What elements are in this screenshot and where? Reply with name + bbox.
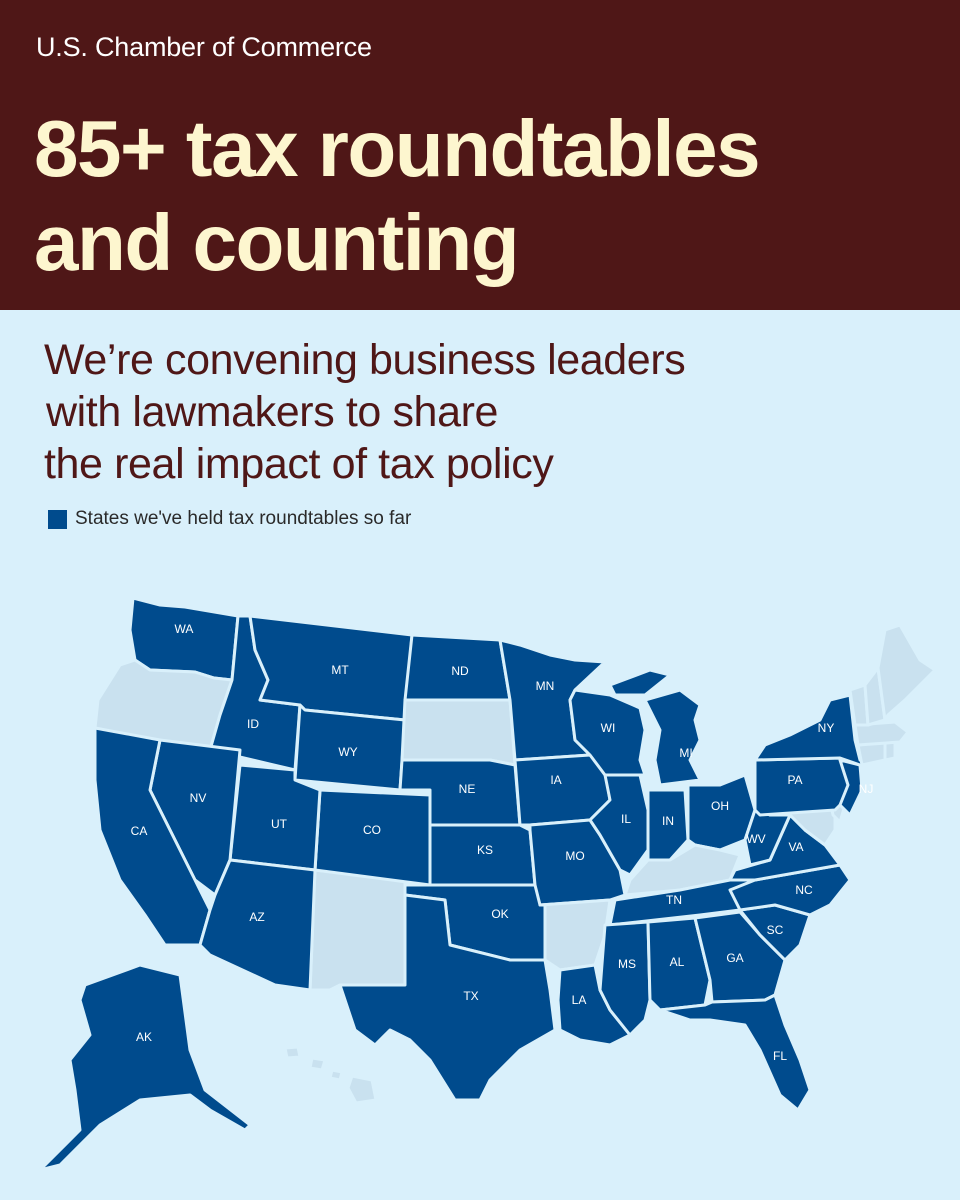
- state-label-mi: MI: [679, 746, 692, 760]
- state-label-ok: OK: [491, 907, 508, 921]
- state-sd: [400, 698, 517, 767]
- state-label-al: AL: [670, 955, 685, 969]
- state-label-ks: KS: [477, 843, 493, 857]
- state-label-fl: FL: [773, 1049, 787, 1063]
- state-label-tn: TN: [666, 893, 682, 907]
- legend-swatch: [48, 509, 67, 529]
- subheading-line-1: We’re convening business leaders: [44, 336, 686, 384]
- state-label-nd: ND: [451, 664, 469, 678]
- state-label-oh: OH: [711, 799, 729, 813]
- state-hi: [283, 1045, 378, 1105]
- us-states-map: WA MT ND MN ID WI MI NY WY NV CA UT CO NE IA IL IN OH PA NJ…: [38, 596, 937, 1172]
- state-label-in: IN: [662, 814, 674, 828]
- state-co: [313, 788, 432, 887]
- state-label-il: IL: [621, 812, 631, 826]
- state-label-az: AZ: [249, 910, 264, 924]
- state-ak: [38, 963, 252, 1172]
- state-label-ny: NY: [818, 721, 835, 735]
- state-label-wa: WA: [175, 622, 194, 636]
- state-label-ut: UT: [271, 817, 288, 831]
- header-banner: U.S. Chamber of Commerce 85+ tax roundta…: [0, 0, 960, 310]
- state-label-ca: CA: [131, 824, 148, 838]
- state-label-va: VA: [788, 840, 803, 854]
- state-label-ga: GA: [726, 951, 743, 965]
- headline-line-1: 85+ tax roundtables: [34, 104, 761, 193]
- state-label-id: ID: [247, 717, 259, 731]
- state-label-sc: SC: [767, 923, 784, 937]
- state-wi: [568, 688, 647, 777]
- state-la: [556, 963, 632, 1047]
- state-label-ak: AK: [136, 1030, 152, 1044]
- state-nm: [308, 868, 407, 992]
- subheading-line-3: the real impact of tax policy: [44, 440, 554, 488]
- state-fl: [658, 993, 812, 1112]
- state-label-nj: NJ: [859, 782, 874, 796]
- state-label-mo: MO: [565, 849, 584, 863]
- state-ri: [883, 740, 897, 762]
- state-il: [588, 773, 650, 877]
- state-ar: [538, 898, 612, 972]
- organization-name: U.S. Chamber of Commerce: [36, 32, 372, 62]
- subheading: We’re convening business leaders with la…: [44, 334, 924, 490]
- state-label-mn: MN: [536, 679, 555, 693]
- state-label-wi: WI: [601, 721, 616, 735]
- state-label-mt: MT: [331, 663, 349, 677]
- state-label-pa: PA: [787, 773, 802, 787]
- subheading-line-2: with lawmakers to share: [46, 388, 499, 436]
- state-me: [876, 623, 937, 722]
- headline: 85+ tax roundtables and counting: [34, 102, 934, 290]
- state-label-ne: NE: [459, 782, 476, 796]
- headline-line-2: and counting: [34, 198, 520, 287]
- state-ma: [853, 720, 910, 747]
- state-wy: [293, 703, 407, 792]
- legend-label: States we've held tax roundtables so far: [75, 508, 412, 529]
- state-label-wv: WV: [746, 832, 765, 846]
- state-az: [198, 858, 317, 992]
- state-tx: [338, 893, 557, 1102]
- state-ca: [93, 726, 212, 947]
- state-mi: [608, 668, 702, 787]
- state-label-ms: MS: [618, 957, 636, 971]
- state-label-tx: TX: [463, 989, 478, 1003]
- state-label-nv: NV: [190, 791, 207, 805]
- state-label-wy: WY: [338, 745, 357, 759]
- state-label-ia: IA: [550, 773, 561, 787]
- state-label-la: LA: [572, 993, 587, 1007]
- state-label-nc: NC: [795, 883, 813, 897]
- legend: States we've held tax roundtables so far: [48, 508, 411, 530]
- state-label-co: CO: [363, 823, 381, 837]
